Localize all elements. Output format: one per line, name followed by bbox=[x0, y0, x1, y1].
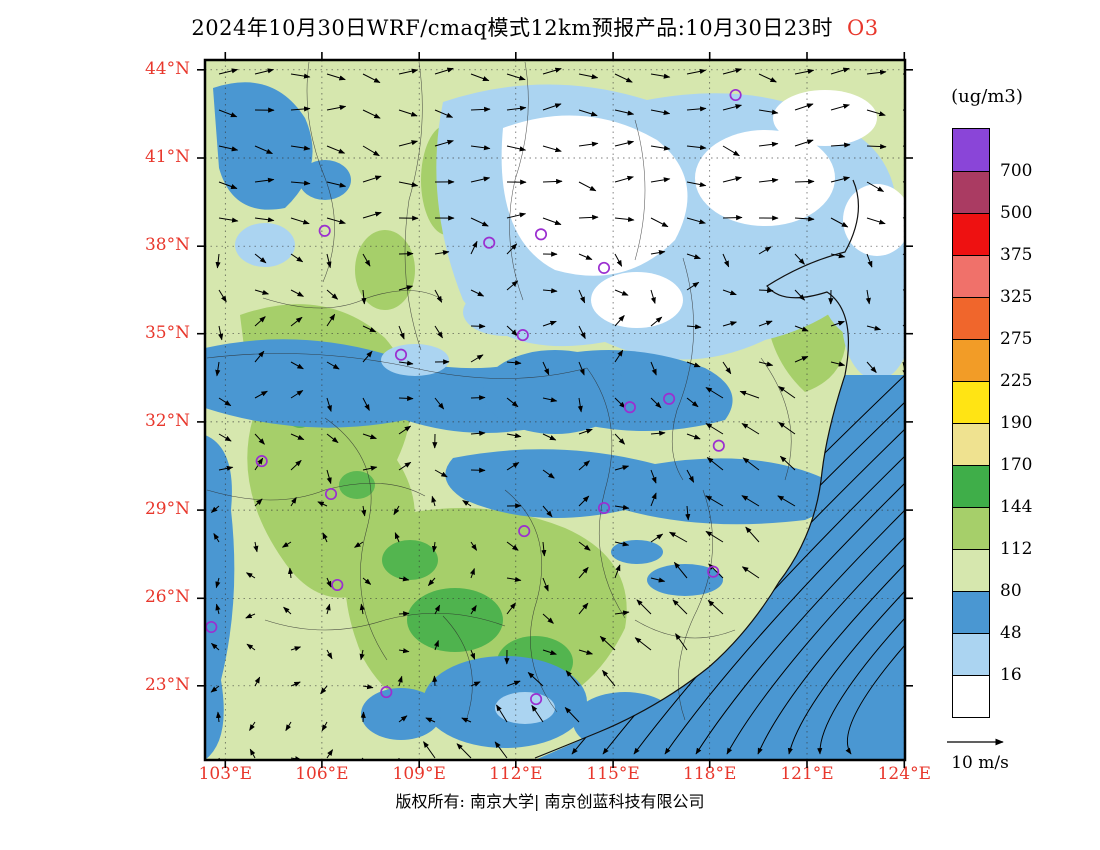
title-text: 2024年10月30日WRF/cmaq模式12km预报产品:10月30日23时 bbox=[191, 16, 834, 40]
colorbar-segment bbox=[953, 675, 989, 717]
colorbar-tick-label: 170 bbox=[1000, 455, 1033, 475]
colorbar-tick-label: 275 bbox=[1000, 329, 1033, 349]
lon-tick-label: 103°E bbox=[198, 764, 252, 784]
lon-tick-label: 106°E bbox=[295, 764, 349, 784]
city-marker bbox=[597, 261, 611, 274]
colorbar-tick-label: 144 bbox=[1000, 497, 1033, 517]
colorbar-segment bbox=[953, 213, 989, 255]
city-marker bbox=[380, 686, 393, 699]
colorbar-tick-label: 80 bbox=[1000, 581, 1022, 601]
colorbar-tick-label: 225 bbox=[1000, 371, 1033, 391]
title-species: O3 bbox=[847, 16, 879, 40]
city-marker bbox=[663, 392, 676, 405]
lat-tick-label: 35°N bbox=[144, 322, 190, 343]
map-area bbox=[197, 52, 913, 768]
colorbar-segment bbox=[953, 465, 989, 507]
wind-reference-arrow-icon bbox=[947, 738, 1004, 746]
lon-tick-label: 124°E bbox=[877, 764, 931, 784]
wind-reference: 10 m/s bbox=[938, 733, 1022, 773]
forecast-map bbox=[197, 52, 913, 768]
lat-tick-label: 26°N bbox=[144, 587, 190, 608]
city-marker bbox=[729, 88, 742, 102]
wind-vectors bbox=[210, 67, 905, 760]
axis-ticks bbox=[197, 52, 913, 768]
city-marker bbox=[324, 487, 338, 501]
colorbar-segment bbox=[953, 549, 989, 591]
colorbar-segment bbox=[953, 507, 989, 549]
city-marker bbox=[707, 565, 720, 578]
city-marker bbox=[534, 228, 548, 241]
longitude-axis: 103°E 106°E 109°E 112°E 115°E 118°E 121°E 124°E bbox=[199, 764, 931, 788]
city-marker bbox=[255, 455, 268, 468]
colorbar-tick-label: 325 bbox=[1000, 287, 1033, 307]
colorbar-tick-label: 48 bbox=[1000, 623, 1022, 643]
figure-title: 2024年10月30日WRF/cmaq模式12km预报产品:10月30日23时 O… bbox=[0, 12, 1070, 42]
colorbar-segment bbox=[953, 381, 989, 423]
colorbar-segment bbox=[953, 591, 989, 633]
lon-tick-label: 121°E bbox=[780, 764, 834, 784]
lat-tick-label: 23°N bbox=[144, 674, 190, 695]
colorbar-tick-label: 190 bbox=[1000, 413, 1033, 433]
city-marker bbox=[623, 401, 636, 414]
city-marker bbox=[712, 439, 725, 452]
lon-tick-label: 115°E bbox=[586, 764, 640, 784]
city-marker bbox=[518, 525, 531, 538]
lat-tick-label: 44°N bbox=[144, 58, 190, 79]
colorbar-tick-label: 375 bbox=[1000, 245, 1033, 265]
city-marker bbox=[597, 501, 611, 515]
lon-tick-label: 112°E bbox=[489, 764, 543, 784]
lat-tick-label: 41°N bbox=[144, 147, 190, 167]
city-marker bbox=[530, 693, 543, 706]
colorbar-segment bbox=[953, 423, 989, 465]
colorbar-tick-label: 112 bbox=[1000, 539, 1033, 559]
city-marker bbox=[483, 236, 496, 249]
lat-tick-label: 29°N bbox=[144, 499, 190, 520]
colorbar-tick-label: 500 bbox=[1000, 203, 1033, 223]
city-marker bbox=[318, 224, 331, 237]
colorbar-segment bbox=[953, 339, 989, 381]
province-borders bbox=[206, 61, 859, 759]
colorbar-unit-label: (ug/m3) bbox=[951, 86, 1023, 107]
city-marker bbox=[394, 348, 408, 361]
map-frame bbox=[203, 58, 907, 762]
latitude-axis: 44°N 41°N 38°N 35°N 32°N 29°N 26°N 23°N bbox=[0, 58, 196, 760]
colorbar-tick-label: 16 bbox=[1000, 665, 1022, 685]
colorbar-segment bbox=[953, 129, 989, 171]
colorbar-tick-label: 700 bbox=[1000, 161, 1033, 181]
colorbar-segment bbox=[953, 171, 989, 213]
colorbar-segment bbox=[953, 255, 989, 297]
city-marker bbox=[516, 329, 529, 342]
colorbar-segment bbox=[953, 633, 989, 675]
city-marker bbox=[331, 578, 344, 592]
colorbar-segment bbox=[953, 297, 989, 339]
lat-tick-label: 38°N bbox=[144, 235, 190, 256]
lat-tick-label: 32°N bbox=[144, 410, 190, 431]
copyright: 版权所有: 南京大学| 南京创蓝科技有限公司 bbox=[395, 792, 705, 811]
lon-tick-label: 118°E bbox=[683, 764, 737, 784]
city-markers bbox=[205, 88, 742, 706]
wind-reference-label: 10 m/s bbox=[951, 753, 1009, 773]
lon-tick-label: 109°E bbox=[392, 764, 446, 784]
colorbar: 700 500 375 325 275 225 190 170 144 112 80 48 16 bbox=[952, 128, 1032, 718]
